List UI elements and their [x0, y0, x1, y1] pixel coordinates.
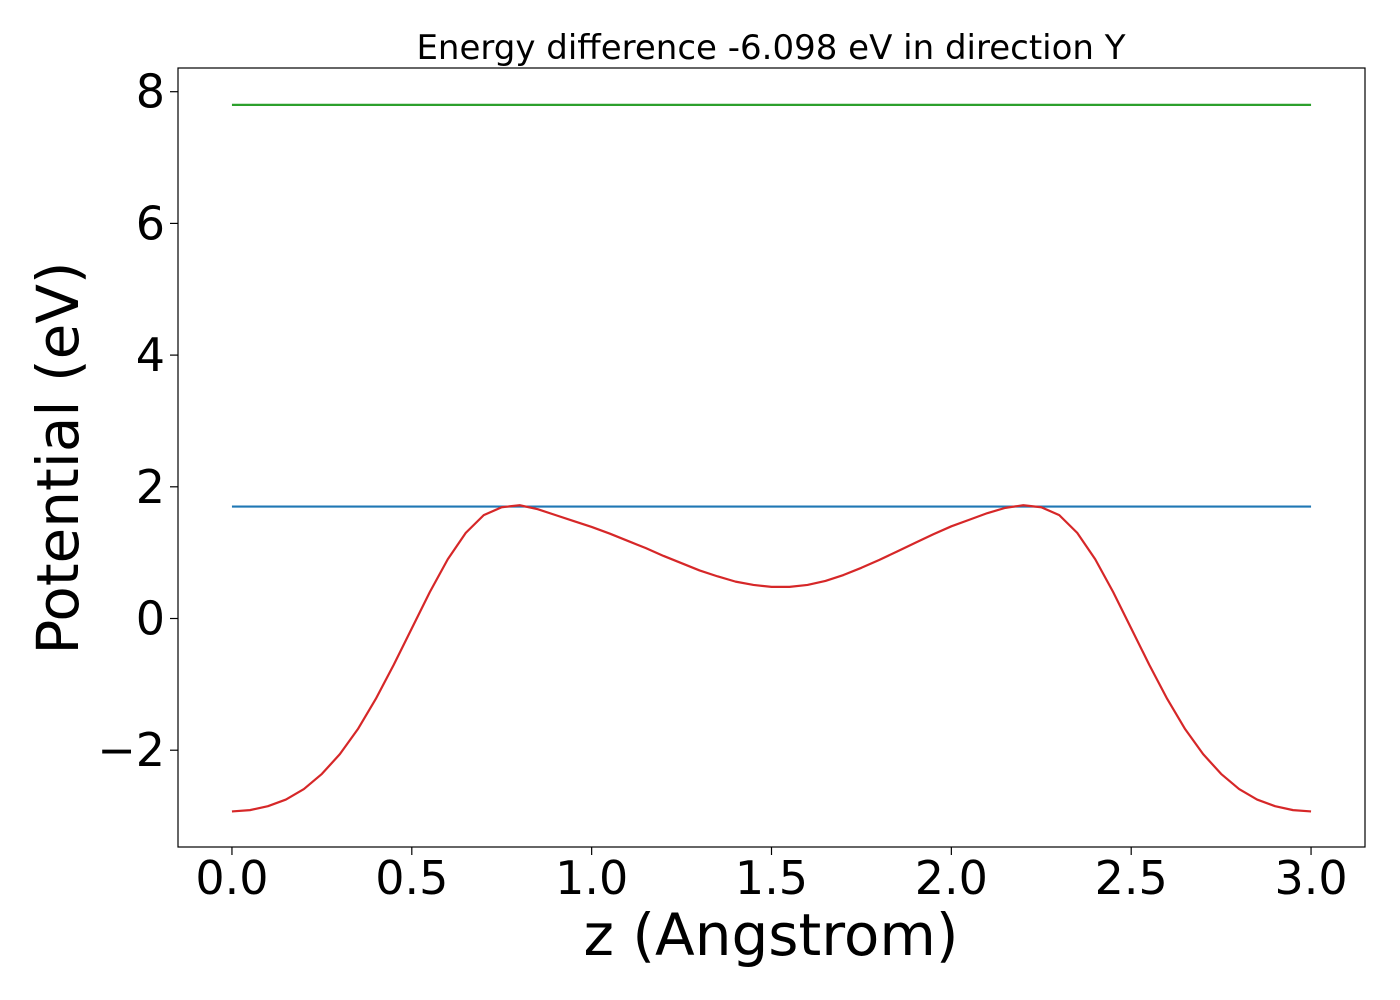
x-tick-label: 1.0 [555, 851, 628, 905]
x-tick-label: 1.5 [735, 851, 808, 905]
y-axis: −2 0 2 4 6 8 [97, 65, 178, 777]
x-tick-label: 2.5 [1095, 851, 1168, 905]
y-tick-label: 2 [136, 460, 165, 514]
y-tick-label: −2 [97, 723, 165, 777]
x-tick-label: 0.0 [195, 851, 268, 905]
x-tick-label: 0.5 [375, 851, 448, 905]
series-layer [231, 103, 1312, 813]
y-tick-label: 6 [136, 196, 165, 250]
x-axis-label: z (Angstrom) [584, 901, 959, 969]
y-tick-label: 4 [136, 328, 165, 382]
x-tick-label: 2.0 [915, 851, 988, 905]
x-tick-label: 3.0 [1274, 851, 1347, 905]
y-tick-label: 8 [136, 65, 165, 119]
series-line-red [231, 504, 1312, 813]
y-tick-label: 0 [136, 592, 165, 646]
y-axis-label: Potential (eV) [24, 261, 92, 654]
x-axis: 0.0 0.5 1.0 1.5 2.0 2.5 3.0 [195, 847, 1348, 905]
chart-title: Energy difference -6.098 eV in direction… [416, 28, 1125, 68]
